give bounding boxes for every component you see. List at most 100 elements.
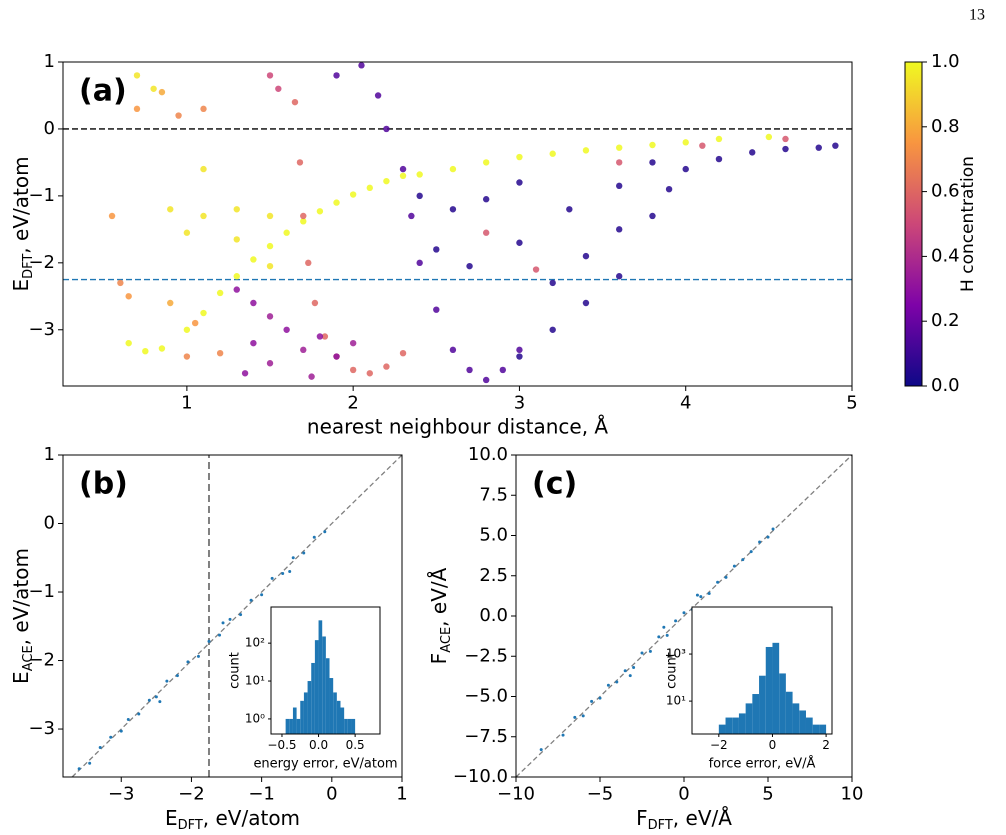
point [632,666,636,670]
parity-line [515,454,853,778]
point [732,564,736,568]
point [142,347,149,355]
point [433,246,440,253]
bar [725,717,733,734]
bar [340,707,345,734]
x-tick-label: 1 [181,393,192,414]
point [108,212,116,220]
parity-line [71,454,403,778]
point [482,196,490,203]
point [616,159,623,166]
axis-label: nearest neighbour distance, Å [307,415,609,439]
point [649,159,656,166]
point [191,319,199,327]
point [699,142,706,149]
bar [333,692,337,734]
point [249,598,253,602]
point [302,551,306,555]
point [771,527,775,531]
x-tick-label: 3 [514,393,525,414]
label-sub: DFT [178,818,203,833]
point [516,346,523,354]
y-tick-label: 7.5 [479,484,508,505]
point [416,171,423,178]
point [312,535,316,539]
point [150,85,157,92]
point [109,735,113,739]
point [616,144,623,151]
point [266,72,274,79]
bar [732,717,739,734]
point [233,236,240,243]
y-tick-label: −5.0 [464,686,508,707]
point [349,366,357,374]
bar [759,675,766,734]
point [549,150,556,157]
bar [792,703,800,734]
point [349,339,357,347]
point [239,613,243,617]
point [573,715,577,719]
point [228,617,232,621]
point [383,125,390,133]
axis-label: energy error, eV/atom [253,757,397,772]
x-tick-label: 0.5 [346,738,365,752]
x-tick-label: −10 [497,784,535,805]
axes-frame [62,454,403,778]
point [665,185,673,193]
label-main: F [636,806,648,830]
point [133,105,141,113]
point [466,366,473,374]
point [154,695,158,699]
y-tick-label: 10² [245,636,265,650]
colorbar-label: H concentration [958,156,978,292]
point [399,172,407,180]
plot-area [63,62,852,386]
label-main: E [9,279,33,292]
y-tick-label: −2 [28,650,55,671]
label-main: E [165,806,178,830]
bar [325,658,330,734]
y-tick-label: −2.5 [464,645,508,666]
bar [311,662,315,734]
point [782,145,789,153]
point [399,165,407,173]
point [616,182,623,190]
axes-frame [270,606,381,735]
point [296,159,304,166]
point [300,218,307,225]
point [561,733,565,737]
y-tick-label: 0 [44,118,55,139]
point [147,698,151,702]
point [516,239,523,246]
bar [303,692,308,734]
point [482,159,490,166]
point [119,729,123,733]
point [283,326,290,333]
point [126,717,130,721]
bar [812,724,820,734]
point [98,746,102,750]
point [270,576,274,580]
bar [347,718,352,734]
axis-label: count [665,652,680,689]
bar [805,717,813,734]
point [499,366,507,374]
point [207,639,211,643]
point [707,591,711,595]
colorbar-tick-label: 0.0 [931,375,960,396]
point [221,621,225,625]
point [300,346,307,354]
point [349,191,357,198]
point [606,683,610,687]
y-tick-label: −7.5 [464,726,508,747]
point [281,572,285,576]
bar [785,691,793,734]
point [316,208,324,215]
label-tail: , eV/atom [9,156,33,253]
bar [329,678,334,734]
point [782,135,789,143]
point [674,619,678,623]
point [749,550,753,554]
point [158,700,162,704]
